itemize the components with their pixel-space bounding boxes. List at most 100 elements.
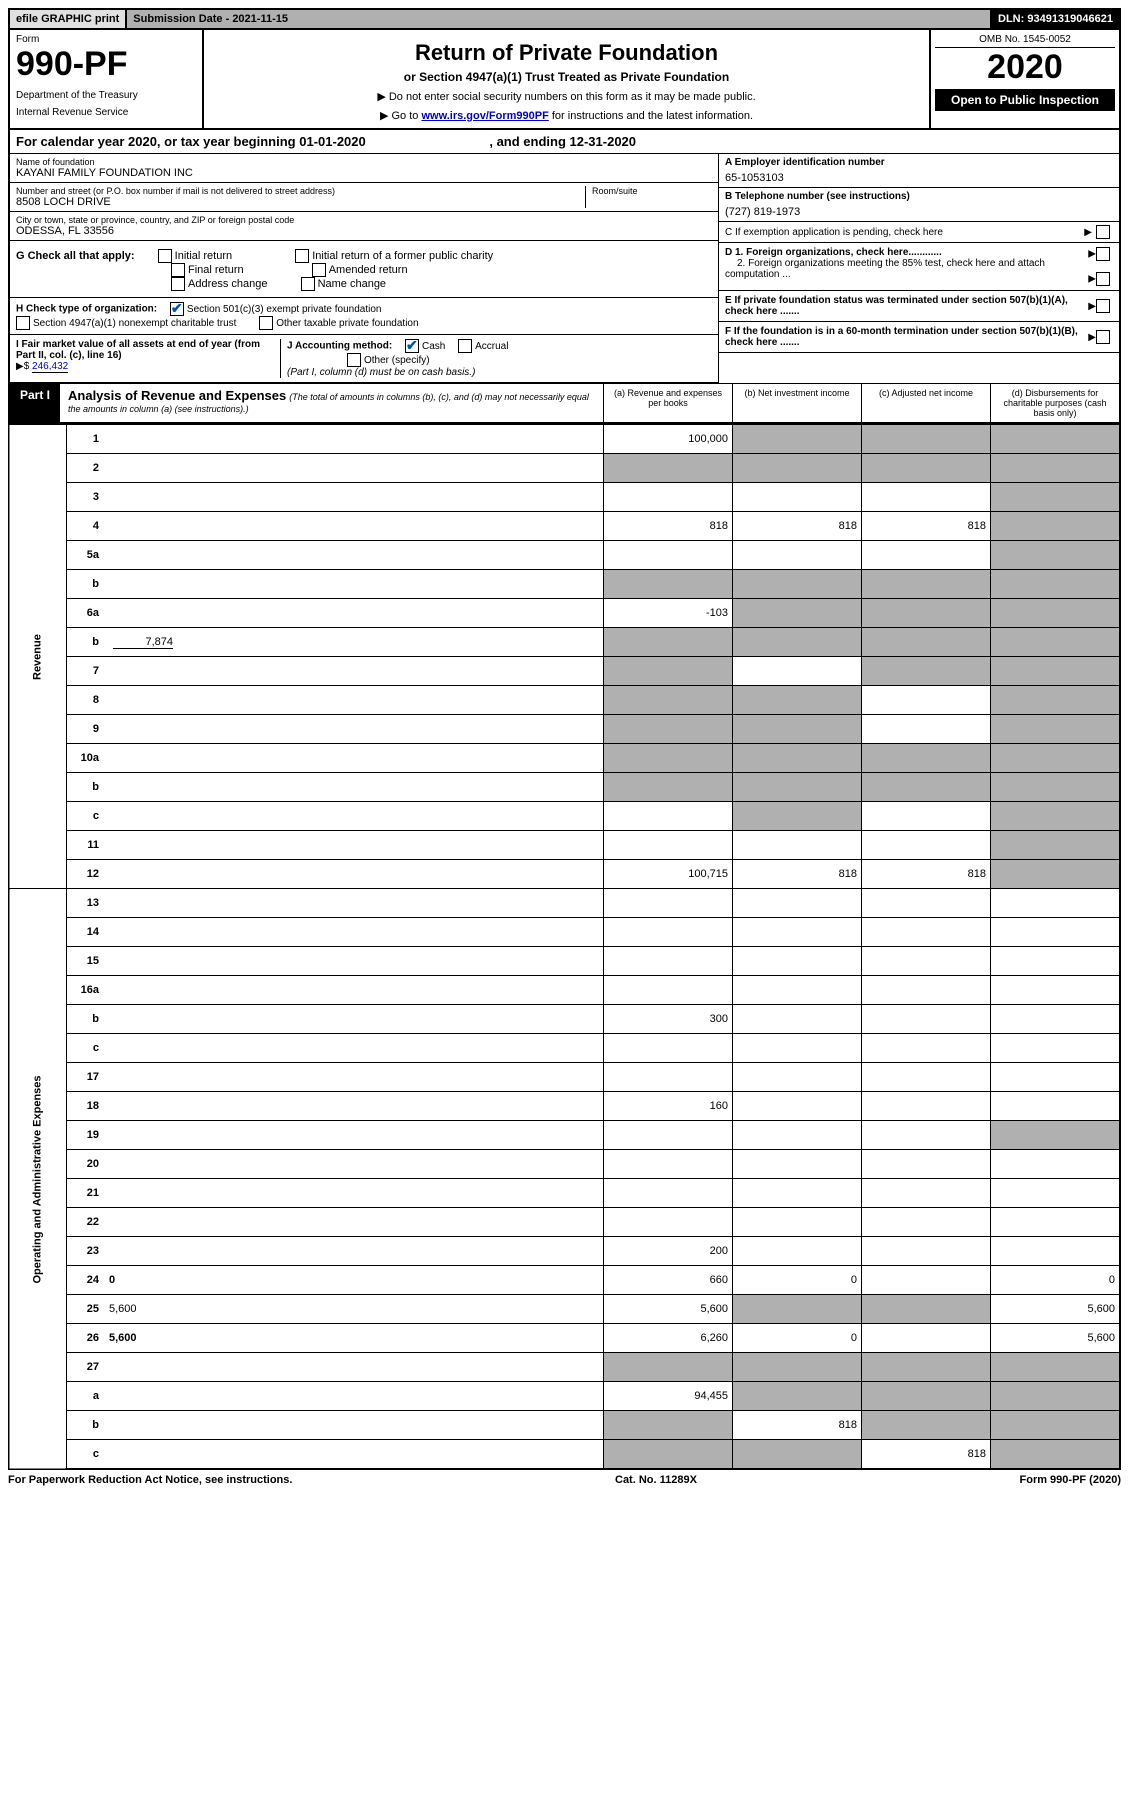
line-description	[105, 425, 604, 454]
part1-header: Part I Analysis of Revenue and Expenses …	[8, 383, 1121, 424]
col-a-value	[604, 976, 733, 1005]
col-d-value	[991, 1121, 1121, 1150]
col-c-value	[862, 599, 991, 628]
col-a-value	[604, 889, 733, 918]
col-a-value	[604, 802, 733, 831]
col-b-value	[733, 1382, 862, 1411]
col-a-value	[604, 1034, 733, 1063]
line-description: 5,600	[105, 1324, 604, 1353]
line-number: 17	[67, 1063, 106, 1092]
col-b-value	[733, 1440, 862, 1470]
table-row: 16a	[9, 976, 1120, 1005]
line-description	[105, 773, 604, 802]
addr-label: Number and street (or P.O. box number if…	[16, 186, 585, 196]
col-b-value: 818	[733, 860, 862, 889]
line-description	[105, 1353, 604, 1382]
table-row: 6a-103	[9, 599, 1120, 628]
line-number: 24	[67, 1266, 106, 1295]
e-checkbox[interactable]	[1096, 299, 1110, 313]
line-number: c	[67, 1034, 106, 1063]
col-a-value	[604, 454, 733, 483]
col-b-value: 818	[733, 1411, 862, 1440]
table-row: Operating and Administrative Expenses13	[9, 889, 1120, 918]
initial-former-cb[interactable]	[295, 249, 309, 263]
footer-right: Form 990-PF (2020)	[1020, 1474, 1121, 1486]
final-return-cb[interactable]	[171, 263, 185, 277]
col-b-value	[733, 541, 862, 570]
name-change-cb[interactable]	[301, 277, 315, 291]
col-a-value: 818	[604, 512, 733, 541]
line-number: b	[67, 628, 106, 657]
table-row: 12100,715818818	[9, 860, 1120, 889]
col-c-value	[862, 831, 991, 860]
col-d-value	[991, 1440, 1121, 1470]
col-c-value: 818	[862, 1440, 991, 1470]
line-number: b	[67, 1411, 106, 1440]
d1-label: D 1. Foreign organizations, check here..…	[725, 247, 942, 258]
line-description	[105, 686, 604, 715]
initial-return-cb[interactable]	[158, 249, 172, 263]
col-b-value: 0	[733, 1266, 862, 1295]
table-row: b	[9, 773, 1120, 802]
col-d-value	[991, 454, 1121, 483]
line-description	[105, 570, 604, 599]
col-d-value	[991, 425, 1121, 454]
d2-checkbox[interactable]	[1096, 272, 1110, 286]
line-description	[105, 744, 604, 773]
col-a-header: (a) Revenue and expenses per books	[603, 384, 732, 422]
amended-return-cb[interactable]	[312, 263, 326, 277]
exemption-checkbox[interactable]	[1096, 225, 1110, 239]
g-label: G Check all that apply:	[16, 250, 135, 262]
line-description	[105, 1440, 604, 1470]
line-number: 9	[67, 715, 106, 744]
table-row: 4818818818	[9, 512, 1120, 541]
col-c-value: 818	[862, 860, 991, 889]
form-number: 990-PF	[16, 45, 196, 84]
col-c-value	[862, 483, 991, 512]
col-c-value	[862, 657, 991, 686]
col-a-value	[604, 744, 733, 773]
footer-left: For Paperwork Reduction Act Notice, see …	[8, 1474, 292, 1486]
d1-checkbox[interactable]	[1096, 247, 1110, 261]
table-row: 20	[9, 1150, 1120, 1179]
year-begin: 01-01-2020	[299, 134, 366, 149]
irs-link[interactable]: www.irs.gov/Form990PF	[421, 110, 548, 122]
line-number: 7	[67, 657, 106, 686]
table-row: c818	[9, 1440, 1120, 1470]
table-row: 265,6006,26005,600	[9, 1324, 1120, 1353]
4947-checkbox[interactable]	[16, 316, 30, 330]
501c3-checkbox[interactable]	[170, 302, 184, 316]
accrual-checkbox[interactable]	[458, 339, 472, 353]
arrow-icon: ▶	[1088, 301, 1096, 312]
line-number: 4	[67, 512, 106, 541]
line-number: 18	[67, 1092, 106, 1121]
col-c-value: 818	[862, 512, 991, 541]
line-description	[105, 1208, 604, 1237]
part1-table: Revenue1100,0002348188188185ab6a-103b7,8…	[8, 424, 1121, 1470]
line-description	[105, 1063, 604, 1092]
col-c-value	[862, 918, 991, 947]
col-a-value: 160	[604, 1092, 733, 1121]
other-method-checkbox[interactable]	[347, 353, 361, 367]
col-c-value	[862, 541, 991, 570]
part1-title: Analysis of Revenue and Expenses	[68, 388, 286, 403]
tax-year: 2020	[935, 48, 1115, 87]
col-b-value	[733, 483, 862, 512]
line-number: 14	[67, 918, 106, 947]
revenue-section-label: Revenue	[9, 425, 67, 889]
line-description	[105, 918, 604, 947]
col-d-value: 0	[991, 1266, 1121, 1295]
col-c-value	[862, 454, 991, 483]
col-b-value	[733, 744, 862, 773]
col-a-value	[604, 570, 733, 599]
cash-checkbox[interactable]	[405, 339, 419, 353]
other-taxable-checkbox[interactable]	[259, 316, 273, 330]
table-row: 17	[9, 1063, 1120, 1092]
table-row: b300	[9, 1005, 1120, 1034]
line-description	[105, 541, 604, 570]
line-number: c	[67, 802, 106, 831]
f-checkbox[interactable]	[1096, 330, 1110, 344]
col-a-value	[604, 1440, 733, 1470]
address-change-cb[interactable]	[171, 277, 185, 291]
col-b-header: (b) Net investment income	[732, 384, 861, 422]
